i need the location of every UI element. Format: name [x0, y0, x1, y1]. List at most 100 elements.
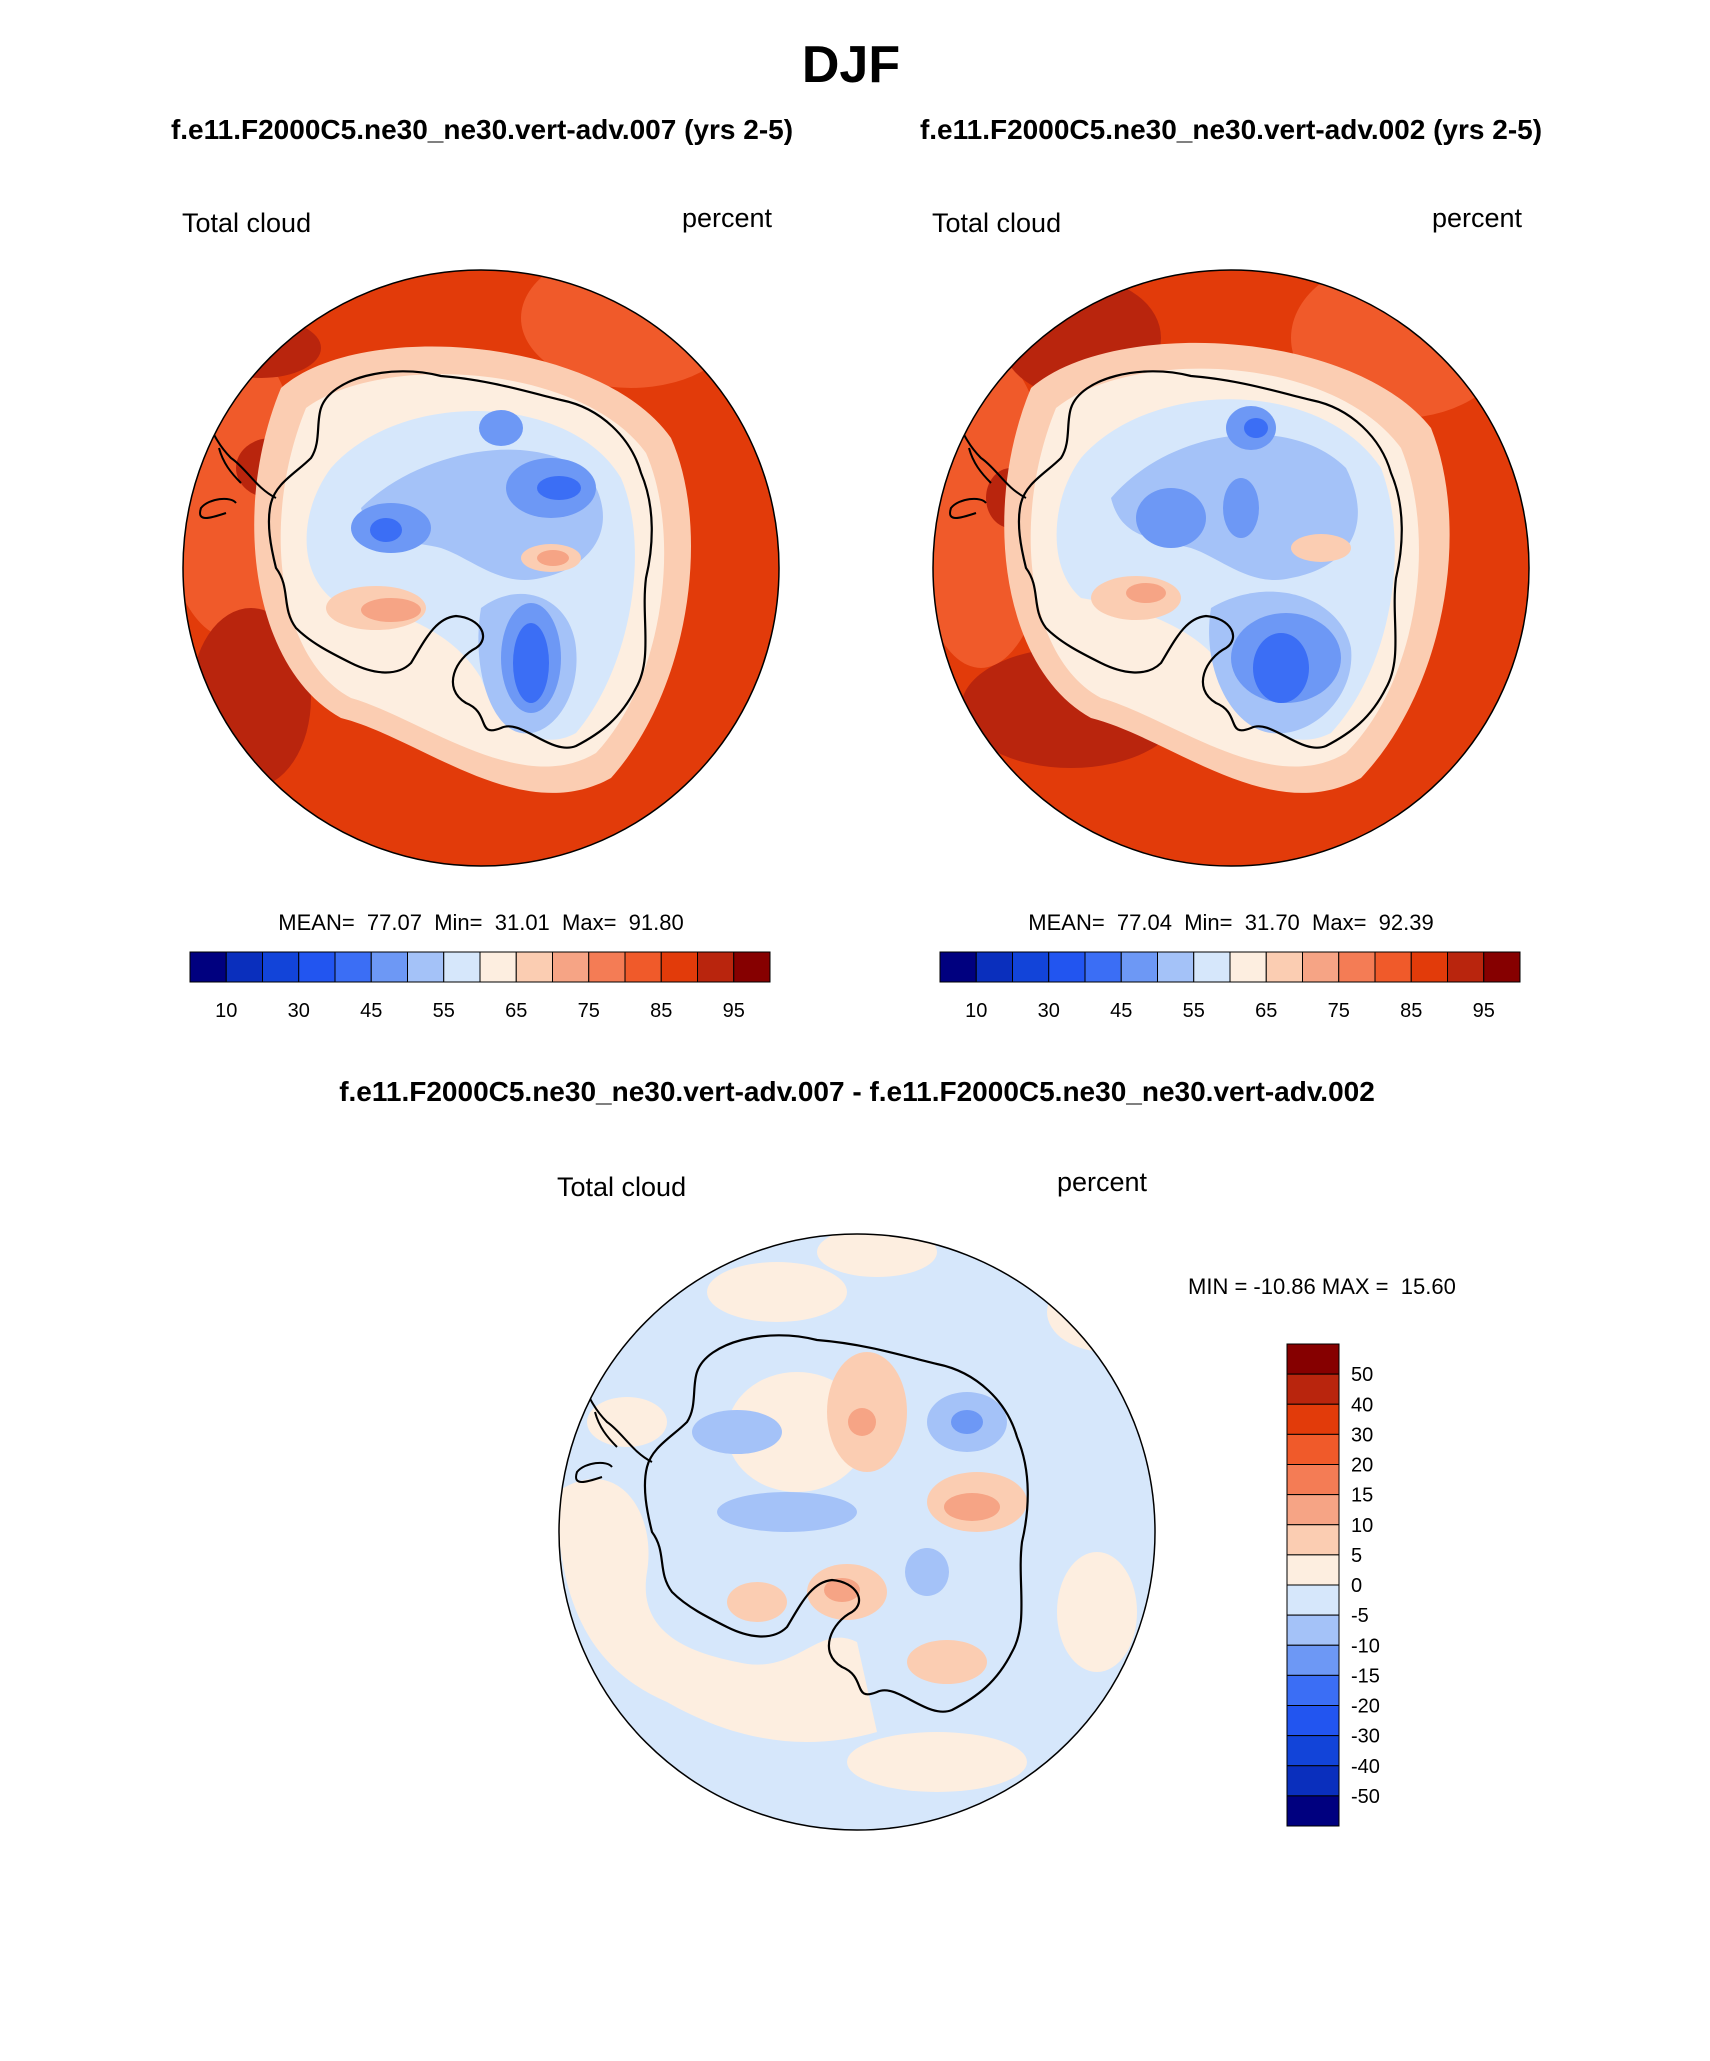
colorbar-swatch — [1286, 1644, 1340, 1676]
colorbar-swatch — [334, 951, 372, 983]
colorbar-swatch — [1410, 951, 1448, 983]
colorbar-tick-label: 40 — [1351, 1394, 1373, 1416]
colorbar-swatch — [1286, 1614, 1340, 1646]
colorbar-swatch — [1120, 951, 1158, 983]
difference-panel: Total cloud percent MIN = -10.86 MAX = 1… — [557, 1167, 1456, 1831]
colorbar-swatch — [1193, 951, 1231, 983]
colorbar-tick-label: -5 — [1351, 1605, 1369, 1627]
colorbar-swatch — [1483, 951, 1521, 983]
colorbar-tick-label: 65 — [505, 1000, 527, 1022]
colorbar-tick-label: 55 — [1183, 1000, 1205, 1022]
colorbar-tick-label: 50 — [1351, 1364, 1373, 1386]
colorbar-swatch — [1286, 1735, 1340, 1767]
colorbar-swatch — [225, 951, 263, 983]
difference-map — [558, 1233, 1156, 1831]
panel-2: Total cloud percent — [932, 203, 1530, 1022]
panel-2-stats: MEAN= 77.04 Min= 31.70 Max= 92.39 — [1028, 910, 1433, 935]
colorbar-tick-label: -30 — [1351, 1726, 1380, 1748]
colorbar-tick-label: 65 — [1255, 1000, 1277, 1022]
colorbar-swatch — [1084, 951, 1122, 983]
colorbar-swatch — [660, 951, 698, 983]
colorbar-swatch — [1286, 1524, 1340, 1556]
colorbar-tick-label: -10 — [1351, 1635, 1380, 1657]
colorbar-tick-label: -50 — [1351, 1786, 1380, 1808]
colorbar-swatch — [1286, 1373, 1340, 1405]
colorbar-swatch — [443, 951, 481, 983]
colorbar-swatch — [975, 951, 1013, 983]
colorbar-swatch — [552, 951, 590, 983]
colorbar-swatch — [407, 951, 445, 983]
colorbar-swatch — [1286, 1433, 1340, 1465]
colorbar-swatch — [370, 951, 408, 983]
colorbar-swatch — [1265, 951, 1303, 983]
colorbar-swatch — [298, 951, 336, 983]
colorbar-swatch — [479, 951, 517, 983]
colorbar-swatch — [624, 951, 662, 983]
difference-label: f.e11.F2000C5.ne30_ne30.vert-adv.007 - f… — [339, 1076, 1375, 1107]
colorbar-tick-label: -20 — [1351, 1696, 1380, 1718]
colorbar-swatch — [697, 951, 735, 983]
panel-1-case-label: f.e11.F2000C5.ne30_ne30.vert-adv.007 (yr… — [171, 114, 793, 145]
colorbar-swatch — [1286, 1584, 1340, 1616]
panel-2-colorbar: 10 30 45 55 65 75 85 95 — [939, 951, 1521, 1022]
difference-stats: MIN = -10.86 MAX = 15.60 — [1188, 1274, 1456, 1299]
colorbar-tick-label: 95 — [1473, 1000, 1495, 1022]
colorbar-swatch — [1012, 951, 1050, 983]
colorbar-swatch — [1286, 1674, 1340, 1706]
colorbar-swatch — [515, 951, 553, 983]
colorbar-tick-label: 75 — [1328, 1000, 1350, 1022]
difference-units: percent — [1057, 1167, 1148, 1197]
panel-1-stats: MEAN= 77.07 Min= 31.01 Max= 91.80 — [278, 910, 683, 935]
colorbar-tick-label: -15 — [1351, 1665, 1380, 1687]
colorbar-swatch — [1048, 951, 1086, 983]
colorbar-swatch — [1229, 951, 1267, 983]
colorbar-tick-label: 0 — [1351, 1575, 1362, 1597]
colorbar-tick-label: 20 — [1351, 1455, 1373, 1477]
colorbar-tick-label: 55 — [433, 1000, 455, 1022]
colorbar-swatch — [1374, 951, 1412, 983]
colorbar-tick-label: 30 — [1038, 1000, 1060, 1022]
panel-2-case-label: f.e11.F2000C5.ne30_ne30.vert-adv.002 (yr… — [920, 114, 1542, 145]
colorbar-swatch — [1338, 951, 1376, 983]
colorbar-tick-label: 75 — [578, 1000, 600, 1022]
colorbar-tick-label: 10 — [965, 1000, 987, 1022]
difference-variable: Total cloud — [557, 1172, 686, 1202]
colorbar-tick-label: 85 — [650, 1000, 672, 1022]
panel-1-map — [182, 269, 780, 867]
colorbar-swatch — [1286, 1705, 1340, 1737]
colorbar-swatch — [1447, 951, 1485, 983]
colorbar-swatch — [189, 951, 227, 983]
colorbar-swatch — [1286, 1464, 1340, 1496]
colorbar-swatch — [1286, 1343, 1340, 1375]
colorbar-swatch — [939, 951, 977, 983]
colorbar-swatch — [1302, 951, 1340, 983]
colorbar-swatch — [1286, 1494, 1340, 1526]
panel-2-units: percent — [1432, 203, 1523, 233]
colorbar-swatch — [1157, 951, 1195, 983]
colorbar-tick-label: 95 — [723, 1000, 745, 1022]
panel-1-units: percent — [682, 203, 773, 233]
colorbar-swatch — [588, 951, 626, 983]
colorbar-tick-label: 30 — [288, 1000, 310, 1022]
colorbar-swatch — [1286, 1554, 1340, 1586]
panel-1: Total cloud percent — [182, 203, 780, 1022]
panel-2-map — [932, 269, 1530, 867]
colorbar-swatch — [1286, 1795, 1340, 1827]
colorbar-tick-label: 5 — [1351, 1545, 1362, 1567]
colorbar-tick-label: -40 — [1351, 1756, 1380, 1778]
panel-1-variable: Total cloud — [182, 208, 311, 238]
colorbar-tick-label: 45 — [360, 1000, 382, 1022]
colorbar-swatch — [1286, 1765, 1340, 1797]
colorbar-swatch — [262, 951, 300, 983]
panel-2-variable: Total cloud — [932, 208, 1061, 238]
figure-title: DJF — [802, 36, 900, 94]
colorbar-swatch — [1286, 1403, 1340, 1435]
colorbar-tick-label: 15 — [1351, 1485, 1373, 1507]
colorbar-tick-label: 30 — [1351, 1424, 1373, 1446]
panel-1-colorbar: 10 30 45 55 65 75 85 95 — [189, 951, 771, 1022]
colorbar-tick-label: 10 — [215, 1000, 237, 1022]
colorbar-tick-label: 45 — [1110, 1000, 1132, 1022]
